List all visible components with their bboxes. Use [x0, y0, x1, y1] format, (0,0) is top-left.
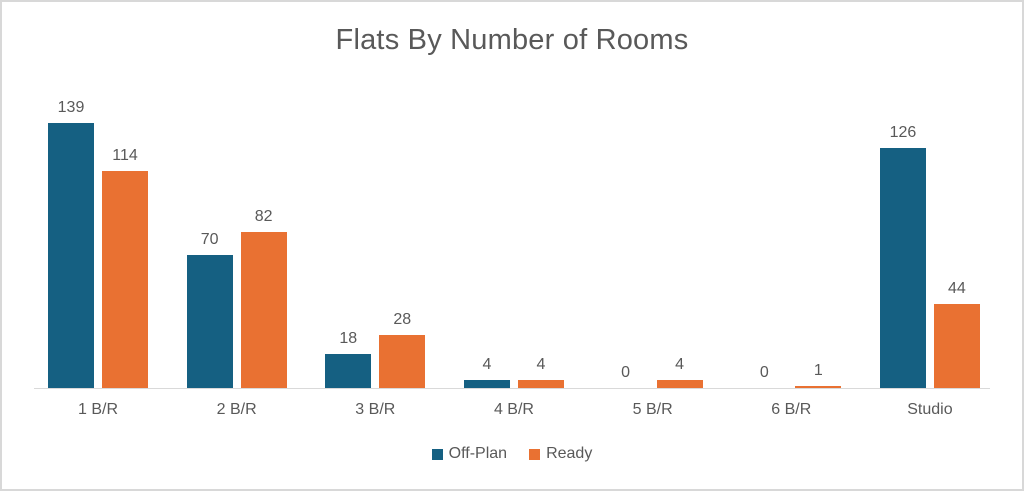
legend-swatch-icon: [529, 448, 541, 460]
bar-ready[interactable]: [795, 386, 842, 388]
data-label: 4: [482, 356, 492, 373]
category-axis: 1 B/R 2 B/R 3 B/R 4 B/R 5 B/R 6 B/R Studio: [34, 389, 990, 419]
legend-label: Ready: [546, 445, 593, 462]
bar-column: 70: [186, 231, 233, 388]
legend-label: Off-Plan: [448, 445, 508, 462]
data-label: 0: [759, 364, 769, 381]
bar-off-plan[interactable]: [879, 148, 926, 388]
bar-off-plan[interactable]: [325, 354, 372, 388]
bar-column: 114: [102, 147, 148, 388]
data-label: 1: [813, 362, 823, 379]
bar-column: 82: [240, 208, 287, 388]
bar-ready[interactable]: [240, 232, 287, 388]
bar-ready[interactable]: [102, 171, 148, 388]
bar-column: 0: [741, 364, 787, 388]
legend: Off-Plan Ready: [2, 445, 1022, 463]
bar-group: 126 44: [879, 124, 980, 388]
bar-column: 18: [325, 330, 372, 388]
bars-container: 139 114 70 82 18 28 4 4 0 4 0 1 126 44: [34, 88, 990, 388]
bar-column: 126: [879, 124, 926, 388]
data-label: 139: [57, 99, 85, 116]
bar-off-plan[interactable]: [48, 123, 94, 388]
bar-column: 1: [795, 362, 842, 388]
bar-group: 18 28: [325, 311, 426, 388]
data-label: 4: [675, 356, 685, 373]
bar-column: 139: [48, 99, 94, 388]
bar-column: 44: [933, 280, 980, 388]
bar-group: 70 82: [186, 208, 287, 388]
data-label: 28: [393, 311, 412, 328]
legend-item-off-plan[interactable]: Off-Plan: [431, 445, 508, 463]
bar-ready[interactable]: [517, 380, 564, 388]
bar-group: 139 114: [48, 99, 148, 388]
plot-area: 139 114 70 82 18 28 4 4 0 4 0 1 126 44: [34, 88, 990, 389]
category-label: 1 B/R: [77, 401, 118, 418]
bar-ready[interactable]: [933, 304, 980, 388]
category-label: 2 B/R: [216, 401, 257, 418]
category-label: 4 B/R: [493, 401, 534, 418]
chart-title: Flats By Number of Rooms: [335, 24, 689, 56]
data-label: 4: [536, 356, 546, 373]
bar-off-plan[interactable]: [463, 380, 510, 388]
category-label: 5 B/R: [632, 401, 673, 418]
bar-ready[interactable]: [656, 380, 703, 388]
category-label: Studio: [907, 401, 953, 418]
legend-item-ready[interactable]: Ready: [529, 445, 592, 463]
bar-column: 28: [379, 311, 426, 388]
category-label: 6 B/R: [771, 401, 812, 418]
bar-ready[interactable]: [379, 335, 426, 388]
data-label: 126: [889, 124, 917, 141]
data-label: 82: [254, 208, 273, 225]
legend-swatch-icon: [431, 448, 443, 460]
data-label: 44: [948, 280, 966, 297]
data-label: 0: [621, 364, 631, 381]
data-label: 114: [112, 147, 138, 164]
bar-column: 0: [603, 364, 649, 388]
data-label: 70: [200, 231, 219, 248]
bar-column: 4: [656, 356, 703, 388]
category-label: 3 B/R: [355, 401, 396, 418]
data-label: 18: [339, 330, 358, 347]
bar-column: 4: [517, 356, 564, 388]
bar-column: 4: [463, 356, 510, 388]
bar-off-plan[interactable]: [186, 255, 233, 388]
